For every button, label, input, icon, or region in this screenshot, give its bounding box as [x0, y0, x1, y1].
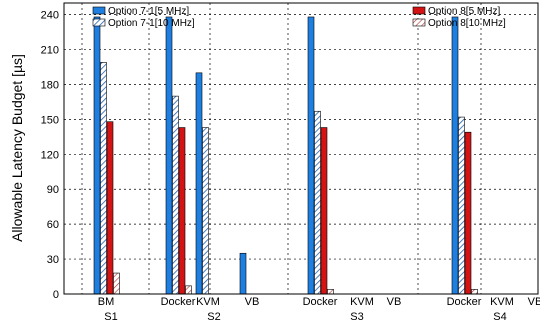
bar-s2-docker-series-4	[185, 285, 192, 295]
x-category-label: VB	[528, 296, 540, 308]
bar-s4-docker-series-3	[464, 131, 472, 295]
legend: Option 7-1[5 MHz]Option 7-1[10 MHz] Optio…	[92, 6, 506, 29]
x-category-label: BM	[98, 296, 115, 308]
plot-frame	[63, 2, 539, 295]
bar-s4-docker-series-2	[458, 116, 465, 295]
bars-layer	[93, 16, 478, 295]
y-tick-labels: 0 30 60 90 120 150 180 210 240	[41, 10, 59, 301]
y-tick-label: 30	[47, 254, 59, 266]
x-group-label: S3	[350, 311, 363, 323]
y-tick-label: 240	[41, 10, 59, 22]
x-category-label: VB	[387, 296, 402, 308]
bar-s2-docker-series-2	[172, 95, 179, 295]
legend-label: Option 7-1[5 MHz]	[108, 6, 189, 17]
y-tick-label: 60	[47, 219, 59, 231]
legend-swatch	[92, 6, 106, 15]
legend-label: Option 7-1[10 MHz]	[108, 18, 195, 29]
y-tick-label: 150	[41, 114, 59, 126]
x-category-label: VB	[245, 296, 260, 308]
y-tick-label: 0	[53, 289, 59, 301]
y-tick-label: 210	[41, 45, 59, 57]
bar-s2-docker-series-3	[178, 127, 186, 295]
bar-s2-kvm-series-1	[195, 72, 203, 295]
bar-s1-bm-series-1	[93, 16, 101, 295]
x-group-label: S4	[493, 311, 506, 323]
bar-s4-docker-series-4	[471, 289, 478, 295]
legend-label: Option 8[10 MHz]	[428, 18, 506, 29]
bar-s2-kvm-series-2	[202, 127, 209, 295]
y-axis-title: Allowable Latency Budget [µs]	[9, 54, 25, 242]
bar-s3-docker-series-2	[314, 110, 321, 295]
legend-swatch	[92, 18, 106, 27]
x-category-label: Docker	[447, 296, 482, 308]
x-category-label: KVM	[196, 296, 220, 308]
bar-s3-docker-series-3	[320, 127, 328, 295]
bar-s1-bm-series-3	[106, 121, 114, 295]
bar-s2-vb-series-1	[239, 252, 247, 295]
bar-s1-bm-series-2	[100, 62, 107, 295]
legend-swatch	[412, 18, 426, 27]
bar-s1-bm-series-4	[113, 272, 120, 295]
legend-label: Option 8[5 MHz]	[428, 6, 500, 17]
x-category-label: KVM	[350, 296, 374, 308]
y-tick-label: 180	[41, 79, 59, 91]
legend-swatch	[412, 6, 426, 15]
bar-s3-docker-series-4	[327, 289, 334, 295]
y-tick-label: 90	[47, 184, 59, 196]
x-group-label: S1	[104, 311, 117, 323]
x-group-label: S2	[207, 311, 220, 323]
bar-s2-docker-series-1	[165, 16, 173, 295]
x-category-label: Docker	[303, 296, 338, 308]
x-category-label: Docker	[161, 296, 196, 308]
bar-s3-docker-series-1	[307, 16, 315, 295]
y-tick-label: 120	[41, 149, 59, 161]
bar-s4-docker-series-1	[451, 16, 459, 295]
x-category-label: KVM	[490, 296, 514, 308]
